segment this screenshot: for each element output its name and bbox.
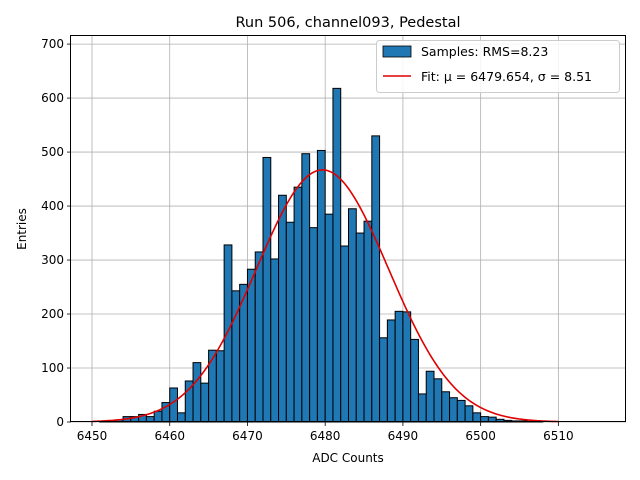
x-tick-label: 6450 xyxy=(77,429,108,443)
histogram-bar xyxy=(246,268,256,423)
y-tick-label: 300 xyxy=(41,253,64,267)
histogram-bar xyxy=(309,227,318,423)
grid-lines xyxy=(71,36,626,423)
legend-box xyxy=(376,40,620,93)
legend-samples-swatch xyxy=(382,45,412,58)
histogram-bar xyxy=(456,399,466,423)
histogram-bar xyxy=(254,251,264,423)
histogram-bar xyxy=(270,258,280,423)
histogram-bar xyxy=(301,153,311,423)
x-tick-label: 6470 xyxy=(232,429,263,443)
x-tick-label: 6460 xyxy=(154,429,185,443)
histogram-bar xyxy=(278,194,287,423)
histogram-bar xyxy=(169,387,178,423)
y-tick-label: 400 xyxy=(41,199,64,213)
y-tick-label: 100 xyxy=(41,361,64,375)
x-tick-label: 6480 xyxy=(310,429,341,443)
histogram-bar xyxy=(379,337,388,423)
y-tick-label: 500 xyxy=(41,145,64,159)
histogram-bar xyxy=(192,362,202,423)
y-axis-label: Entries xyxy=(15,208,29,250)
plot-frame xyxy=(70,35,626,422)
fit-curve xyxy=(91,169,559,423)
x-tick-label: 6490 xyxy=(388,429,419,443)
histogram-bar xyxy=(153,410,163,423)
histogram-bar xyxy=(316,149,326,423)
histogram-bar xyxy=(425,370,435,423)
histogram-bar xyxy=(402,311,412,423)
histogram-bar xyxy=(417,393,427,423)
x-axis-label: ADC Counts xyxy=(312,451,384,465)
legend: Samples: RMS=8.23 Fit: μ = 6479.654, σ =… xyxy=(376,40,620,93)
histogram-bar xyxy=(176,412,186,423)
histogram-bar xyxy=(410,338,419,423)
x-tick-label: 6500 xyxy=(465,429,496,443)
histogram-bar xyxy=(262,156,272,423)
histogram-bar xyxy=(223,244,233,423)
histogram-bar xyxy=(324,213,334,423)
histogram-bar xyxy=(215,350,225,423)
y-axis-ticks: 0 100 200 300 400 500 600 700 xyxy=(41,37,71,429)
histogram-bar xyxy=(348,208,357,423)
y-tick-label: 200 xyxy=(41,307,64,321)
histogram-bar xyxy=(433,378,443,423)
histogram-bar xyxy=(394,310,404,423)
histogram-bar xyxy=(449,397,458,423)
histogram-bar xyxy=(472,412,482,423)
histogram-bar xyxy=(200,382,210,423)
histogram-bar xyxy=(363,220,373,423)
x-tick-label: 6510 xyxy=(543,429,574,443)
y-tick-label: 600 xyxy=(41,91,64,105)
histogram-bar xyxy=(371,135,381,423)
histogram-bar xyxy=(441,391,451,423)
histogram-bar xyxy=(340,245,350,423)
histogram-bar xyxy=(208,349,217,423)
histogram-bar xyxy=(285,221,295,423)
histogram-bar xyxy=(293,186,303,423)
x-axis-ticks: 6450 6460 6470 6480 6490 6500 6510 xyxy=(77,422,574,443)
histogram-bar xyxy=(355,232,365,423)
legend-fit-label: Fit: μ = 6479.654, σ = 8.51 xyxy=(421,69,592,84)
y-tick-label: 0 xyxy=(56,415,64,429)
histogram-bar xyxy=(464,405,474,423)
histogram-bar xyxy=(332,87,342,423)
histogram-bar xyxy=(386,319,396,423)
chart-title: Run 506, channel093, Pedestal xyxy=(235,15,460,31)
histogram-bars xyxy=(99,87,544,423)
legend-samples-label: Samples: RMS=8.23 xyxy=(421,44,548,59)
y-tick-label: 700 xyxy=(41,37,64,51)
